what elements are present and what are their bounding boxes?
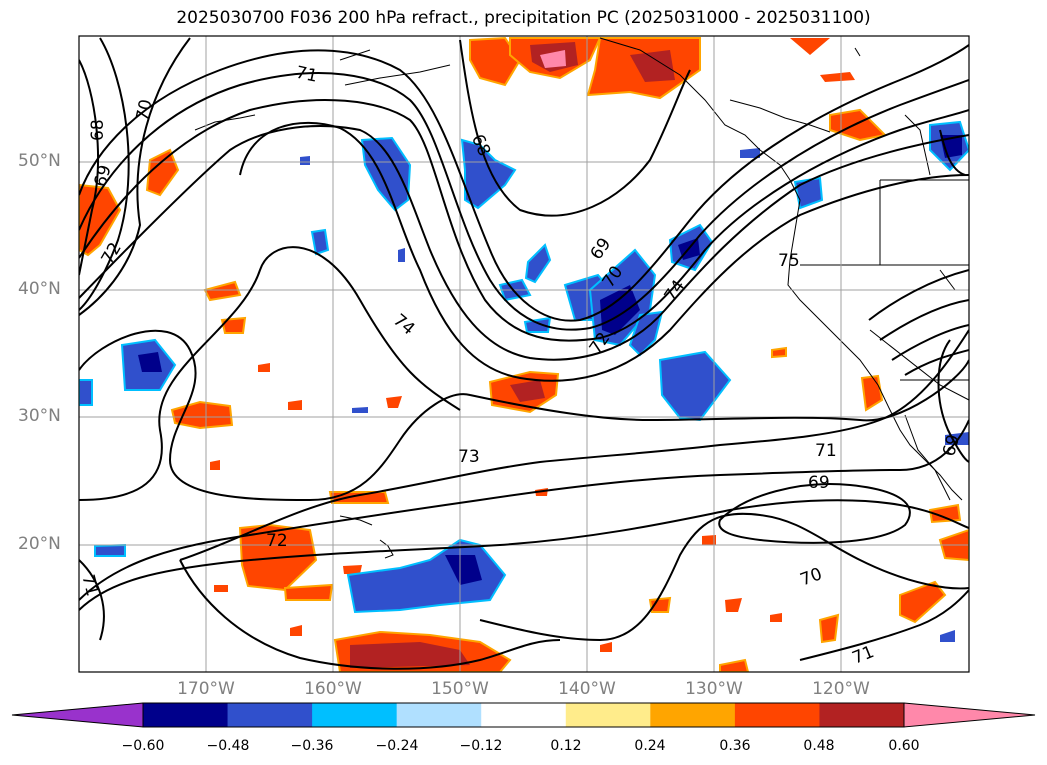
colorbar-tick: −0.12 <box>459 738 503 754</box>
lon-label-170w: 170°W <box>177 679 235 699</box>
colorbar-outline <box>142 702 905 728</box>
colorbar-tick: −0.60 <box>121 738 165 754</box>
colorbar-tick: 0.24 <box>634 738 666 754</box>
lon-label-130w: 130°W <box>685 679 743 699</box>
colorbar-segment <box>227 703 313 727</box>
colorbar-extend-high <box>903 702 1036 728</box>
contour-label: 71 <box>294 63 319 87</box>
lat-label-50n: 50°N <box>18 151 61 171</box>
colorbar-extend-low <box>11 702 144 728</box>
colorbar-tick: 0.36 <box>719 738 751 754</box>
lon-label-150w: 150°W <box>431 679 489 699</box>
contour-label: 75 <box>778 251 800 271</box>
contour-label: 73 <box>458 447 480 467</box>
colorbar-segment <box>565 703 651 727</box>
lon-label-120w: 120°W <box>812 679 870 699</box>
contour-label: 72 <box>266 531 288 551</box>
colorbar-segment <box>650 703 736 727</box>
contour-label: 68 <box>88 119 108 141</box>
colorbar-segment <box>481 703 567 727</box>
colorbar-tick: −0.24 <box>375 738 419 754</box>
colorbar-segment <box>819 703 905 727</box>
lat-label-30n: 30°N <box>18 406 61 426</box>
graticule <box>79 36 969 672</box>
colorbar-segment <box>143 703 229 727</box>
colorbar-tick: 0.60 <box>888 738 920 754</box>
map-frame <box>78 35 970 673</box>
colorbar-tick: 0.48 <box>803 738 835 754</box>
precip-negative-areas <box>79 120 969 642</box>
contour-label: 71 <box>815 441 837 461</box>
colorbar-tick: 0.12 <box>550 738 582 754</box>
colorbar-tick: −0.48 <box>206 738 250 754</box>
map-panel[interactable]: 71 70 68 69 72 68 69 70 74 74 72 75 73 7… <box>0 0 1047 700</box>
colorbar-segment <box>734 703 820 727</box>
map-title: 2025030700 F036 200 hPa refract., precip… <box>176 8 871 28</box>
precip-positive-areas <box>79 36 969 672</box>
colorbar-segment <box>312 703 398 727</box>
contour-label: 69 <box>808 473 830 493</box>
colorbar-tick: −0.36 <box>290 738 334 754</box>
contour-label: 70 <box>133 98 157 123</box>
refractivity-contours <box>79 37 969 670</box>
lon-label-140w: 140°W <box>558 679 616 699</box>
colorbar-segment <box>396 703 482 727</box>
lon-label-160w: 160°W <box>304 679 362 699</box>
colorbar-segments <box>11 702 1036 728</box>
lat-label-40n: 40°N <box>18 279 61 299</box>
lat-label-20n: 20°N <box>18 534 61 554</box>
